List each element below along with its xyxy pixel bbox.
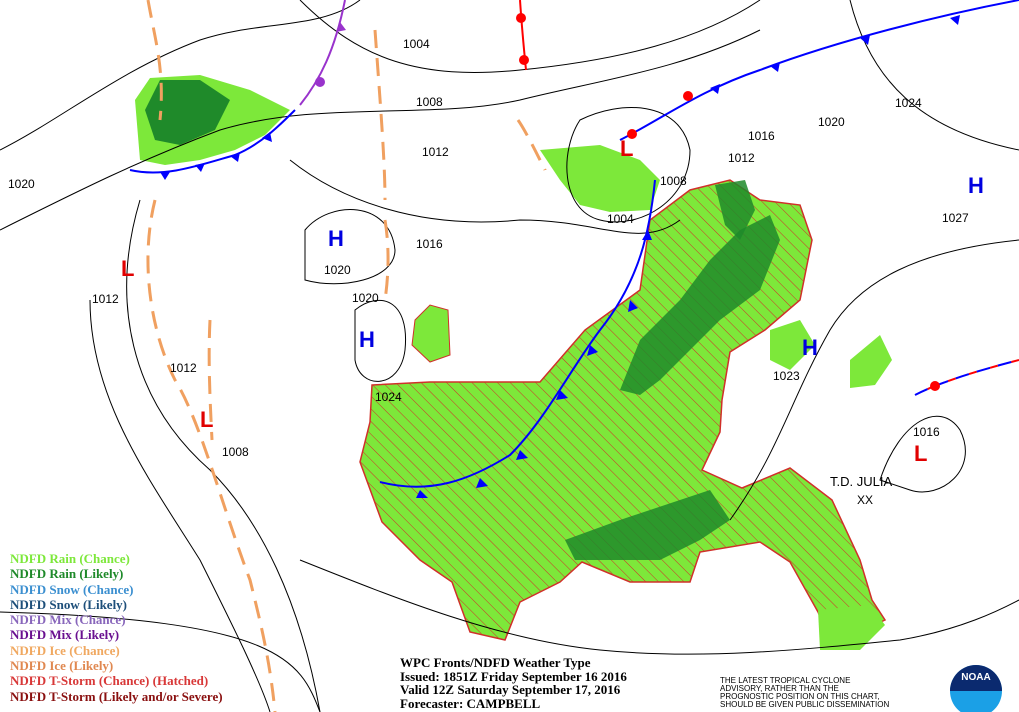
storm-symbol: XX [857,493,873,507]
warm-front-semicircles [516,13,940,391]
precipitation-areas [135,75,892,650]
legend-item: NDFD Rain (Likely) [10,566,124,582]
isobar-label: 1004 [403,37,430,51]
high-pressure-center: H [802,335,818,360]
rain-likely-area-nw [145,80,230,145]
isobar-label: 1016 [416,237,443,251]
low-pressure-center: L [121,256,134,281]
isobar-label: 1008 [222,445,249,459]
tstorm-hatch [360,180,885,645]
isobar-label: 1012 [422,145,449,159]
legend-item: NDFD Ice (Likely) [10,658,114,674]
legend-item: NDFD Rain (Chance) [10,551,130,566]
legend-item: NDFD Mix (Likely) [10,627,120,643]
rain-likely-area-michigan [715,180,755,240]
disclaimer-line: THE LATEST TROPICAL CYCLONE [720,676,851,685]
low-pressure-center: L [914,441,927,466]
rain-chance-area-lakes [540,145,660,212]
legend-item: NDFD Snow (Likely) [10,596,128,612]
rain-likely-area [620,215,780,395]
isobar-label: 1020 [352,291,379,305]
high-pressure-center: H [968,173,984,198]
isobar-label: 1020 [324,263,351,277]
rain-chance-area-coast [850,335,892,388]
isobar-label: 1024 [895,96,922,110]
disclaimer-line: SHOULD BE GIVEN PUBLIC DISSEMINATION [720,700,890,709]
disclaimer-line: PROGNOSTIC POSITION ON THIS CHART, [720,692,880,701]
isobar-label: 1016 [913,425,940,439]
isobar-label: 1012 [92,292,119,306]
legend-item: NDFD Ice (Chance) [10,642,120,658]
isobar-label: 1008 [660,174,687,188]
isobar-label: 1016 [748,129,775,143]
rain-chance-area-midatlantic [770,320,815,370]
forecaster: Forecaster: CAMPBELL [400,695,541,711]
storm-name: T.D. JULIA [830,474,892,489]
chart-info: WPC Fronts/NDFD Weather Type Issued: 185… [400,656,627,710]
tropical-disclaimer: THE LATEST TROPICAL CYCLONE ADVISORY, RA… [720,677,900,709]
isobar-label: 1020 [8,177,35,191]
isobar-label: 1020 [818,115,845,129]
legend-item: NDFD T-Storm (Likely and/or Severe) [10,688,223,704]
isobar-label: 1004 [607,212,634,226]
legend-item: NDFD Snow (Chance) [10,581,134,597]
valid-time: Valid 12Z Saturday September 17, 2016 [400,682,621,697]
issued-time: Issued: 1851Z Friday September 16 2016 [400,668,627,684]
legend-item: NDFD Mix (Chance) [10,612,126,628]
isobar-label: 1008 [416,95,443,109]
stationary-front-east [914,359,1019,396]
troughs [146,0,547,712]
low-pressure-center: L [620,136,633,161]
disclaimer-line: ADVISORY, RATHER THAN THE [720,684,839,693]
legend-item: NDFD T-Storm (Chance) (Hatched) [10,673,209,689]
isobar-label: 1012 [728,151,755,165]
isobar-label: 1024 [375,390,402,404]
high-pressure-center: H [359,327,375,352]
cold-front-main [379,179,656,488]
rain-likely-area-gulf [565,490,730,560]
isobar-label: 1023 [773,369,800,383]
fronts [129,0,1019,498]
cold-front-triangles [160,15,960,498]
occluded-front [299,0,346,106]
low-pressure-center: L [200,407,213,432]
rain-chance-area-florida-sea [818,605,885,650]
noaa-logo: NOAA [950,665,1002,712]
isobar-label: 1027 [942,211,969,225]
rain-chance-area-colorado [411,304,451,363]
high-pressure-center: H [328,226,344,251]
isobar-label: 1012 [170,361,197,375]
legend: NDFD Rain (Chance) NDFD Rain (Likely) NDFD… [10,551,223,704]
chart-title: WPC Fronts/NDFD Weather Type [400,655,591,670]
